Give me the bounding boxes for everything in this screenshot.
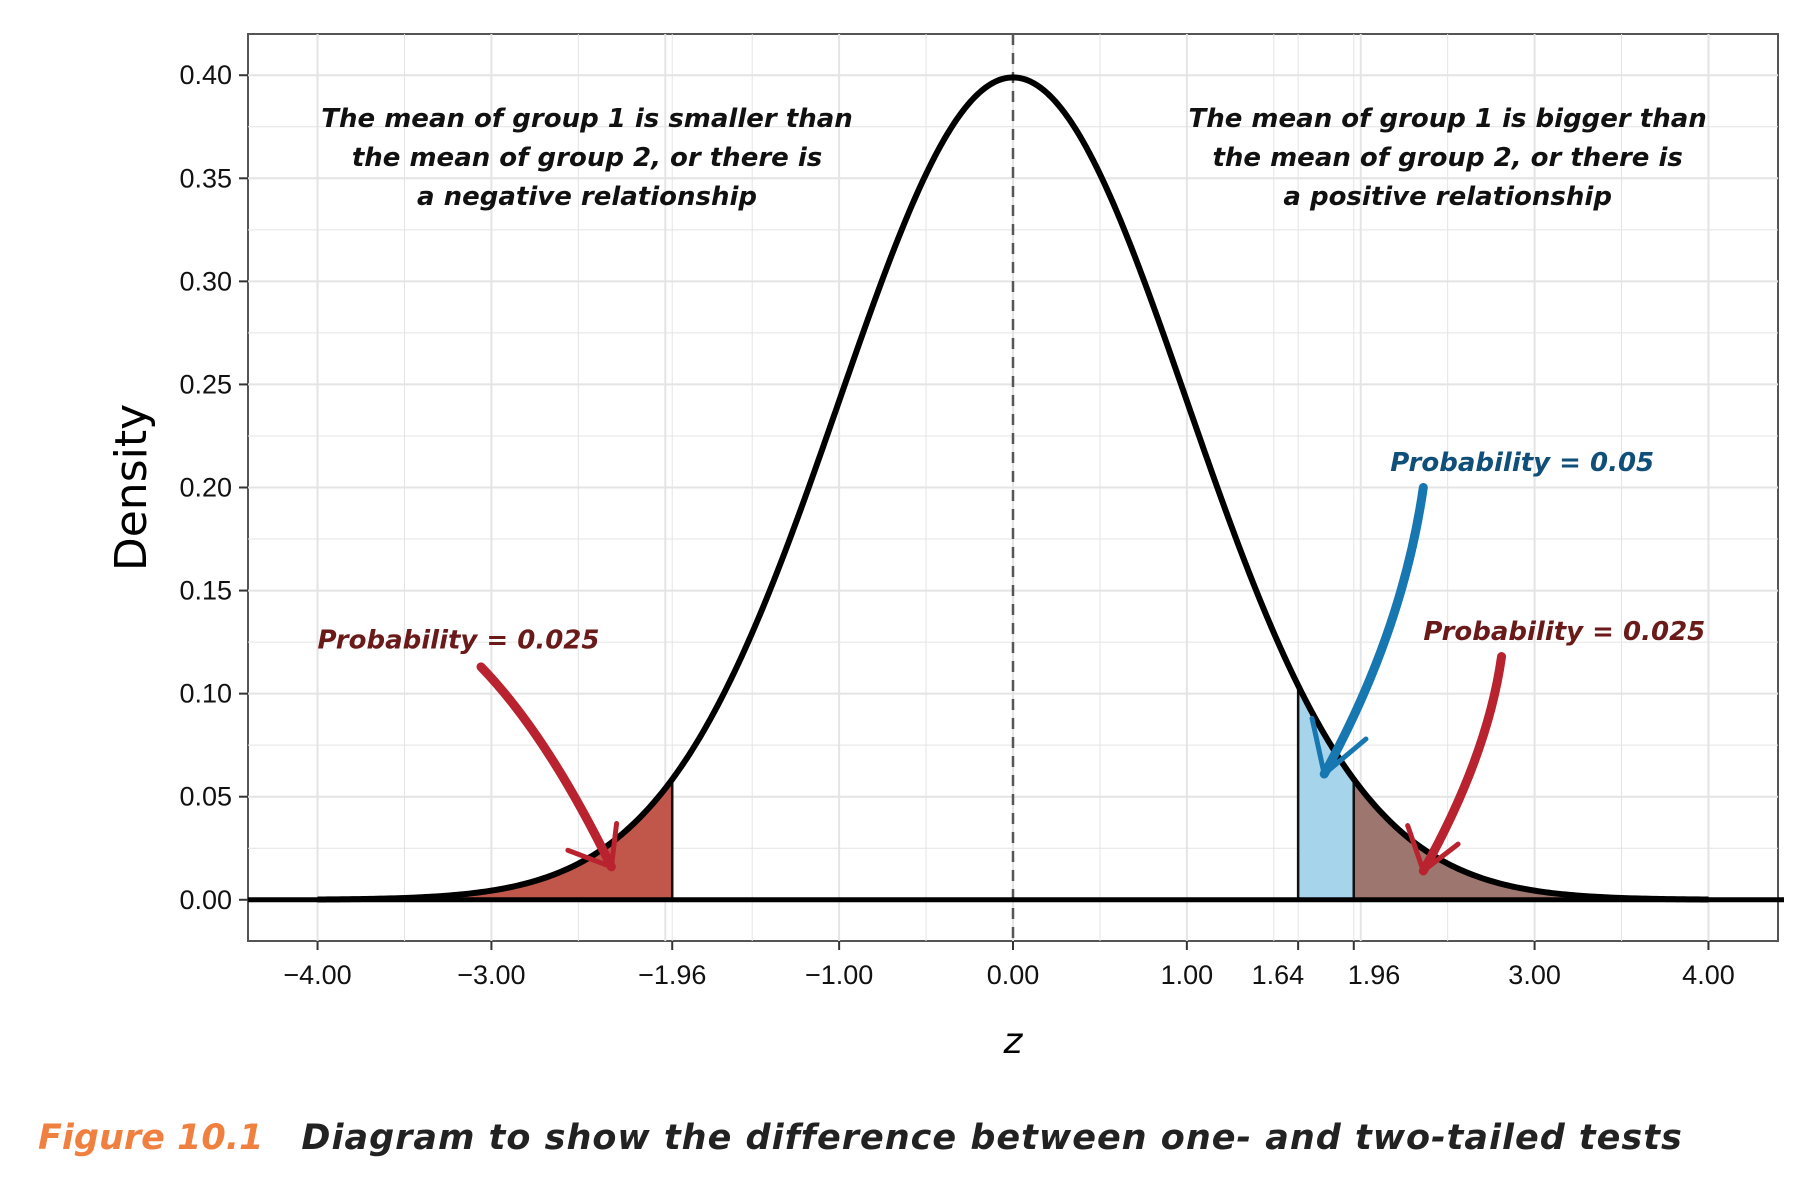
annotation-line: the mean of group 2, or there is	[352, 143, 822, 173]
y-tick-label: 0.30	[179, 266, 232, 296]
x-tick-label: −1.00	[805, 960, 873, 990]
annotation-arrows	[476, 483, 1507, 876]
normal-distribution-chart: 0.00 0.05 0.10 0.15 0.20 0.25 0.30 0.35 0.40 −4.…	[106, 33, 1784, 1062]
x-tick-label: −1.96	[638, 960, 706, 990]
arrow-head-1	[1309, 715, 1369, 777]
y-axis-title: Density	[106, 404, 157, 571]
annotation-line: The mean of group 1 is bigger than	[1189, 104, 1707, 134]
region-annotations: The mean of group 1 is smaller than the m…	[321, 104, 1707, 212]
y-tick-label: 0.25	[179, 369, 232, 399]
x-tick-label: 4.00	[1682, 960, 1735, 990]
y-tick-label: 0.00	[179, 885, 232, 915]
arrow-head-0	[565, 821, 620, 870]
x-tick-label: −3.00	[457, 960, 525, 990]
x-axis-ticks: −4.00 −3.00 −1.96 −1.00 0.00 1.00 1.64 1.96 3.00…	[283, 941, 1735, 990]
y-tick-label: 0.15	[179, 576, 232, 606]
arrow-shaft-0	[476, 662, 616, 872]
annotation-line: a negative relationship	[417, 182, 757, 212]
figure-number: Figure 10.1	[38, 1118, 264, 1158]
y-tick-label: 0.05	[179, 782, 232, 812]
x-tick-label: 1.00	[1161, 960, 1214, 990]
x-tick-label: 0.00	[987, 960, 1040, 990]
annotation-1: The mean of group 1 is bigger than the me…	[1189, 104, 1707, 212]
y-tick-label: 0.20	[179, 473, 232, 503]
x-tick-label: −4.00	[283, 960, 351, 990]
arrow-shaft-1	[1319, 483, 1428, 779]
y-tick-label: 0.35	[179, 163, 232, 193]
annotation-line: a positive relationship	[1283, 182, 1612, 212]
x-tick-label: 1.96	[1348, 960, 1401, 990]
probability-label-2: Probability = 0.025	[1423, 617, 1705, 647]
x-tick-label: 3.00	[1508, 960, 1561, 990]
probability-label-0: Probability = 0.025	[318, 625, 600, 655]
x-tick-label: 1.64	[1252, 960, 1305, 990]
arrow-shaft-2	[1418, 652, 1507, 876]
x-axis-title: z	[1003, 1021, 1024, 1062]
density-curve	[317, 74, 1709, 903]
y-tick-label: 0.40	[179, 60, 232, 90]
probability-labels: Probability = 0.025 Probability = 0.05 Pro…	[318, 448, 1706, 655]
y-axis-ticks: 0.00 0.05 0.10 0.15 0.20 0.25 0.30 0.35 0.40	[179, 60, 248, 915]
arrow-head-2	[1405, 823, 1461, 874]
y-tick-label: 0.10	[179, 679, 232, 709]
annotation-line: the mean of group 2, or there is	[1212, 143, 1682, 173]
figure-caption: Figure 10.1 Diagram to show the differenc…	[38, 1118, 1683, 1158]
figure-caption-text: Diagram to show the difference between o…	[301, 1118, 1683, 1158]
annotation-line: The mean of group 1 is smaller than	[321, 104, 852, 134]
probability-label-1: Probability = 0.05	[1390, 448, 1654, 478]
annotation-0: The mean of group 1 is smaller than the m…	[321, 104, 852, 212]
